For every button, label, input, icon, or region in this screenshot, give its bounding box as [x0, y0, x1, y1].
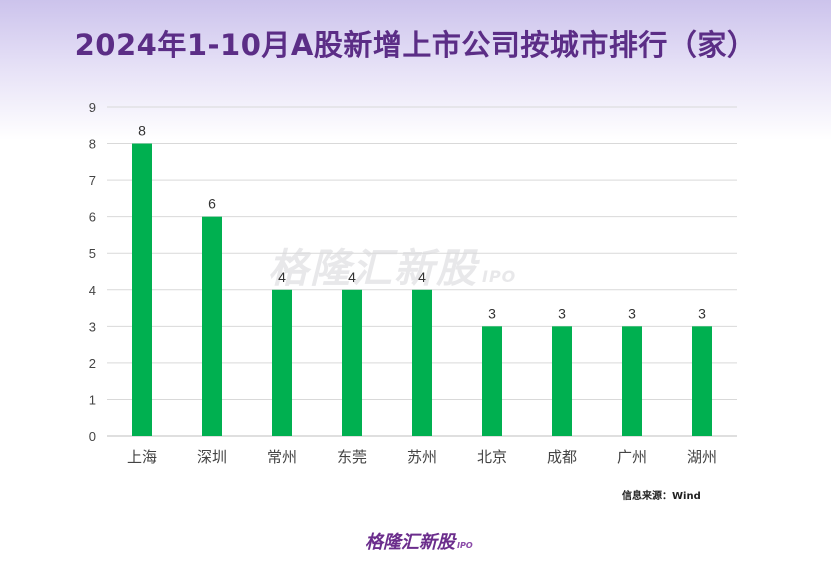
data-labels: 8 6 4 4 4 3 3 3 3: [138, 123, 706, 322]
x-axis-ticks: 上海 深圳 常州 东莞 苏州 北京 成都 广州 湖州: [127, 448, 717, 466]
bar: [622, 326, 642, 436]
data-label: 4: [278, 269, 286, 285]
chart-title: 2024年1-10月A股新增上市公司按城市排行（家）: [74, 28, 757, 62]
source-note: 信息来源：Wind: [622, 491, 701, 502]
y-tick-label: 5: [89, 246, 96, 261]
bars: [132, 143, 712, 437]
y-tick-label: 7: [89, 173, 96, 188]
bar: [552, 326, 572, 436]
data-label: 3: [628, 305, 636, 321]
logo-sub: IPO: [457, 541, 473, 550]
data-label: 3: [558, 305, 566, 321]
logo-text: 格隆汇新股: [365, 532, 455, 553]
bar: [132, 143, 152, 437]
watermark-sub: IPO: [482, 267, 517, 286]
x-tick-label: 上海: [127, 448, 157, 466]
x-tick-label: 北京: [477, 448, 507, 466]
y-tick-label: 4: [89, 283, 96, 298]
data-label: 4: [348, 269, 356, 285]
bar: [342, 289, 362, 436]
x-tick-label: 深圳: [197, 448, 227, 466]
data-label: 3: [698, 305, 706, 321]
bar: [272, 289, 292, 436]
bar: [482, 326, 502, 436]
y-tick-label: 0: [89, 429, 96, 444]
x-tick-label: 成都: [547, 448, 577, 466]
y-tick-label: 3: [89, 319, 96, 334]
data-label: 3: [488, 305, 496, 321]
y-tick-label: 8: [89, 137, 96, 152]
data-label: 4: [418, 269, 426, 285]
y-tick-label: 2: [89, 356, 96, 371]
bar: [412, 289, 432, 436]
data-label: 8: [138, 123, 146, 139]
y-tick-label: 6: [89, 210, 96, 225]
bar: [692, 326, 712, 436]
x-tick-label: 广州: [617, 448, 647, 466]
y-axis-ticks: 0 1 2 3 4 5 6 7 8 9: [89, 100, 96, 444]
x-tick-label: 东莞: [337, 448, 367, 466]
data-label: 6: [208, 196, 216, 212]
y-tick-label: 1: [89, 392, 96, 407]
y-tick-label: 9: [89, 100, 96, 115]
bar: [202, 216, 222, 436]
x-tick-label: 常州: [267, 448, 297, 466]
brand-logo: 格隆汇新股 IPO: [365, 528, 473, 554]
x-tick-label: 苏州: [407, 448, 437, 466]
x-tick-label: 湖州: [687, 448, 717, 466]
